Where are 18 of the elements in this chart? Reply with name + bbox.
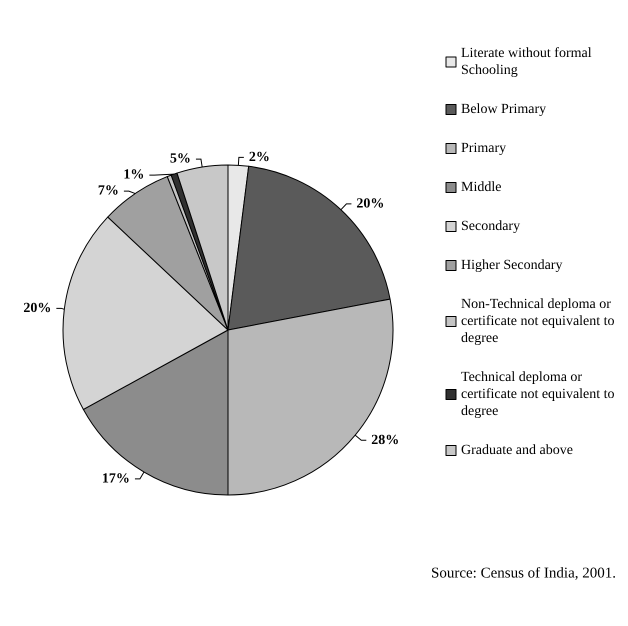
data-label: 17%	[102, 471, 130, 486]
data-label: 2%	[248, 150, 270, 165]
legend-label: Secondary	[461, 219, 520, 234]
legend-label: Middle	[461, 180, 502, 195]
data-label: 5%	[170, 152, 191, 167]
data-label: 20%	[356, 196, 384, 212]
source-note: Source: Census of India, 2001.	[431, 566, 616, 582]
data-label: 28%	[371, 432, 400, 448]
legend-label: Primary	[461, 141, 506, 156]
legend-label: Technical deploma or certificate not equivalent to degree	[461, 370, 618, 419]
data-label: 20%	[23, 300, 52, 316]
data-label: 1%	[123, 168, 144, 183]
legend-label: Higher Secondary	[461, 258, 562, 273]
legend-label: Below Primary	[461, 102, 546, 117]
legend-label: Literate without formal Schooling	[461, 46, 596, 78]
legend-label: Non-Technical deploma or certificate not equivalent to degree	[461, 297, 618, 346]
data-label: 7%	[98, 184, 119, 199]
legend-label: Graduate and above	[461, 443, 573, 458]
